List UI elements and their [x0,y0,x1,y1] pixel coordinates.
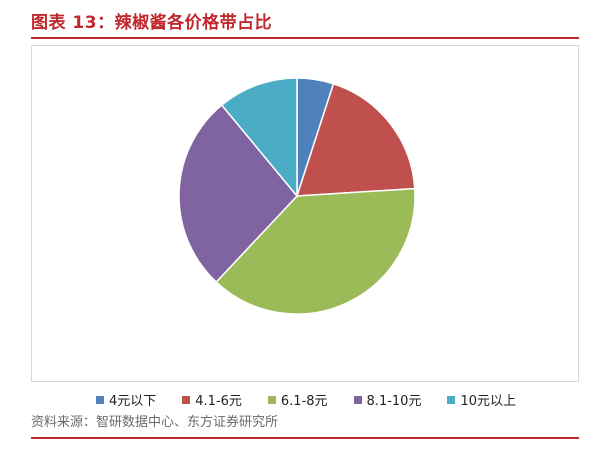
pie-slice-4 [178,104,298,284]
pie-slice-2 [295,82,416,197]
legend-swatch [182,395,191,404]
chart-legend: 4元以下 4.1-6元 6.1-8元 8.1-10元 10元以上 [32,390,580,409]
pie-slice-3 [215,187,416,315]
title-rule [31,37,579,39]
pie-slice-5 [220,77,298,199]
legend-label: 4.1-6元 [195,394,242,409]
footer-rule [31,437,579,439]
legend-item-4: 8.1-10元 [353,390,422,409]
chart-area: 4元以下 4.1-6元 6.1-8元 8.1-10元 10元以上 [31,45,579,409]
legend-label: 4元以下 [108,394,157,409]
legend-label: 8.1-10元 [366,394,422,409]
source-note: 资料来源：智研数据中心、东方证券研究所 [31,415,279,430]
legend-swatch [447,395,456,404]
legend-label: 6.1-8元 [280,394,328,409]
legend-swatch [353,395,362,404]
legend-swatch [267,395,276,404]
pie-chart [178,77,416,315]
legend-item-1: 4元以下 [95,390,157,409]
legend-label: 10元以上 [460,394,517,409]
legend-item-5: 10元以上 [447,390,516,409]
legend-swatch [95,395,104,404]
legend-item-2: 4.1-6元 [182,390,242,409]
legend-item-3: 6.1-8元 [267,390,328,409]
figure-title: 图表 13：辣椒酱各价格带占比 [31,13,273,33]
